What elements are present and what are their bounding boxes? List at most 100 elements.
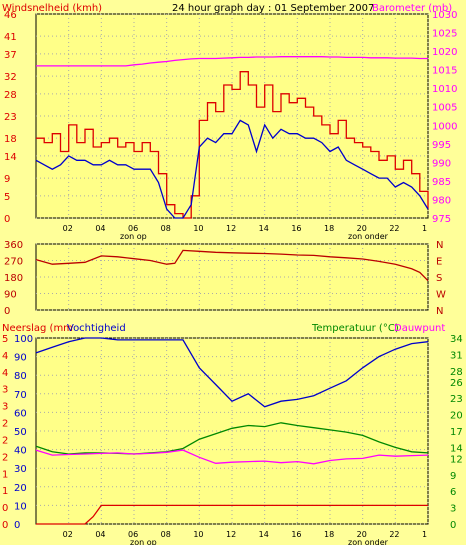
- x-tick-3-12: 12: [226, 530, 236, 539]
- rain-tick-1: 0: [2, 503, 8, 514]
- temperature-axis-title: Temperatuur (°C): [311, 323, 399, 334]
- sunrise-label-1: zon op: [120, 232, 147, 241]
- x-tick-1-08: 08: [161, 224, 171, 233]
- sunset-label-1: zon onder: [348, 232, 389, 241]
- hum-tick-90: 90: [14, 353, 27, 364]
- x-tick-1-06: 06: [128, 224, 138, 233]
- rain-tick-3: 1: [2, 469, 8, 480]
- rain-tick-8: 3: [2, 385, 8, 396]
- dir-tick-360: 360: [4, 240, 23, 251]
- hum-tick-50: 50: [14, 427, 27, 438]
- label-layer: 0591418232832374146975980985990995100010…: [2, 10, 463, 539]
- wind-avg-line: [35, 119, 429, 219]
- wind-tick-28: 28: [4, 90, 17, 101]
- hum-tick-60: 60: [14, 408, 27, 419]
- dir-tick-180: 180: [4, 273, 23, 284]
- temp-tick-9: 9: [450, 471, 456, 482]
- dir-tick-90: 90: [4, 290, 17, 301]
- temp-tick-23: 23: [450, 394, 463, 405]
- hum-tick-10: 10: [14, 501, 27, 512]
- dir-compass-1: W: [436, 290, 446, 301]
- baro-tick-995: 995: [432, 140, 451, 151]
- dir-compass-0: N: [436, 306, 443, 317]
- temp-tick-31: 31: [450, 350, 463, 361]
- rain-tick-0: 0: [2, 520, 8, 531]
- baro-tick-990: 990: [432, 158, 451, 169]
- rain-line: [36, 504, 428, 525]
- rain-tick-6: 2: [2, 419, 8, 430]
- baro-tick-985: 985: [432, 177, 451, 188]
- x-tick-1-04: 04: [95, 224, 105, 233]
- wind-axis-title: Windsnelheid (kmh): [2, 3, 102, 14]
- baro-tick-1015: 1015: [432, 66, 457, 77]
- baro-tick-1020: 1020: [432, 47, 457, 58]
- rain-tick-4: 2: [2, 452, 8, 463]
- dir-tick-0: 0: [4, 306, 10, 317]
- dir-compass-3: E: [436, 257, 442, 268]
- x-tick-3-06: 06: [128, 530, 138, 539]
- baro-tick-1010: 1010: [432, 84, 457, 95]
- temp-tick-34: 34: [450, 334, 463, 345]
- x-tick-1-14: 14: [259, 224, 269, 233]
- wind-tick-46: 46: [4, 10, 17, 21]
- temp-tick-0: 0: [450, 520, 456, 531]
- rain-tick-5: 2: [2, 435, 8, 446]
- grid-layer: [36, 13, 429, 525]
- x-tick-1-18: 18: [324, 224, 334, 233]
- temp-tick-12: 12: [450, 454, 463, 465]
- dir-tick-270: 270: [4, 257, 23, 268]
- x-tick-3-22: 22: [389, 530, 399, 539]
- rain-tick-9: 4: [2, 368, 8, 379]
- temp-tick-17: 17: [450, 427, 463, 438]
- baro-tick-1005: 1005: [432, 103, 457, 114]
- baro-tick-1030: 1030: [432, 10, 457, 21]
- rain-axis-title: Neerslag (mm: [2, 323, 73, 334]
- x-tick-3-14: 14: [259, 530, 269, 539]
- wind-tick-18: 18: [4, 134, 17, 145]
- barometer-axis-title: Barometer (mb): [372, 3, 452, 14]
- hum-tick-80: 80: [14, 371, 27, 382]
- wind-tick-41: 41: [4, 32, 17, 43]
- x-tick-1-02: 02: [63, 224, 73, 233]
- x-tick-3-04: 04: [95, 530, 105, 539]
- temp-tick-28: 28: [450, 367, 463, 378]
- x-tick-3-08: 08: [161, 530, 171, 539]
- x-tick-3-02: 02: [63, 530, 73, 539]
- temp-tick-26: 26: [450, 378, 463, 389]
- rain-tick-11: 5: [2, 334, 8, 345]
- chart-title: 24 hour graph day : 01 September 2007: [172, 3, 374, 14]
- hum-tick-30: 30: [14, 464, 27, 475]
- x-tick-1-16: 16: [291, 224, 301, 233]
- humidity-line: [35, 337, 429, 408]
- x-tick-1-12: 12: [226, 224, 236, 233]
- wind-tick-5: 5: [4, 192, 10, 203]
- baro-tick-980: 980: [432, 195, 451, 206]
- data-layer: [35, 56, 429, 525]
- dewpoint-axis-title: Dauwpunt: [394, 323, 445, 334]
- dir-compass-2: S: [436, 273, 442, 284]
- x-tick-1-10: 10: [193, 224, 203, 233]
- temp-tick-14: 14: [450, 443, 463, 454]
- baro-tick-1025: 1025: [432, 29, 457, 40]
- baro-tick-975: 975: [432, 214, 451, 225]
- x-tick-3-1: 1: [422, 530, 427, 539]
- rain-tick-10: 4: [2, 351, 8, 362]
- wind-tick-37: 37: [4, 50, 17, 61]
- sunrise-label-2: zon op: [130, 538, 157, 545]
- sunset-label-2: zon onder: [348, 538, 389, 545]
- hum-tick-20: 20: [14, 483, 27, 494]
- barometer-line: [36, 56, 428, 67]
- wind-tick-32: 32: [4, 72, 17, 83]
- temp-tick-3: 3: [450, 504, 456, 515]
- temp-tick-6: 6: [450, 487, 456, 498]
- hum-tick-40: 40: [14, 446, 27, 457]
- x-tick-1-22: 22: [389, 224, 399, 233]
- dewpoint-line: [35, 449, 429, 465]
- wind-gust-line: [36, 71, 429, 219]
- hum-tick-0: 0: [14, 520, 20, 531]
- dir-compass-4: N: [436, 240, 443, 251]
- rain-tick-2: 1: [2, 486, 8, 497]
- x-tick-3-16: 16: [291, 530, 301, 539]
- x-tick-3-10: 10: [193, 530, 203, 539]
